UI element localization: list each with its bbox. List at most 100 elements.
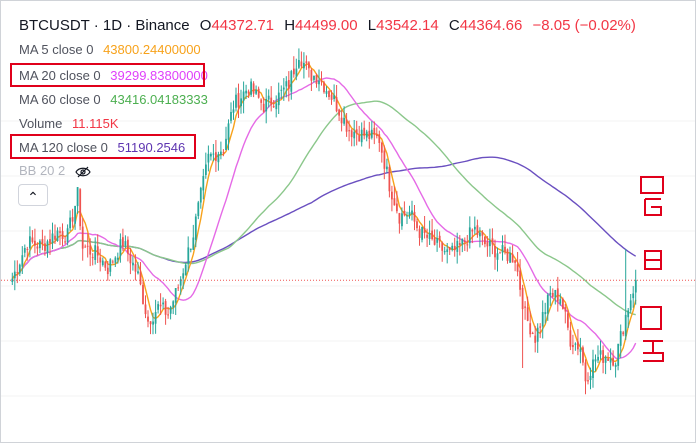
candle-body[interactable] bbox=[353, 131, 356, 139]
candle-body[interactable] bbox=[486, 242, 489, 247]
candle-body[interactable] bbox=[556, 288, 559, 302]
candle-body[interactable] bbox=[446, 249, 449, 252]
candle-body[interactable] bbox=[277, 92, 280, 106]
candle-body[interactable] bbox=[544, 312, 547, 315]
candle-body[interactable] bbox=[551, 293, 554, 297]
candle-body[interactable] bbox=[220, 151, 222, 155]
candle-body[interactable] bbox=[142, 284, 144, 305]
candle-body[interactable] bbox=[217, 154, 220, 163]
candle-body[interactable] bbox=[61, 231, 64, 239]
candle-body[interactable] bbox=[169, 306, 172, 314]
candle-body[interactable] bbox=[227, 123, 230, 140]
symbol-title[interactable]: BTCUSDT · 1D · Binance bbox=[19, 17, 190, 34]
candle-body[interactable] bbox=[343, 117, 345, 124]
candle-body[interactable] bbox=[554, 290, 557, 298]
candle-body[interactable] bbox=[298, 60, 300, 68]
candle-body[interactable] bbox=[403, 210, 406, 216]
candle-body[interactable] bbox=[96, 246, 99, 256]
candle-body[interactable] bbox=[398, 213, 401, 224]
candle-body[interactable] bbox=[187, 247, 190, 264]
candle-body[interactable] bbox=[114, 257, 117, 263]
candle-body[interactable] bbox=[546, 294, 549, 314]
candle-body[interactable] bbox=[117, 257, 119, 260]
candle-body[interactable] bbox=[632, 293, 635, 299]
candle-body[interactable] bbox=[147, 316, 149, 322]
candle-body[interactable] bbox=[325, 91, 328, 94]
candle-body[interactable] bbox=[293, 68, 295, 75]
candle-body[interactable] bbox=[310, 70, 313, 81]
candle-body[interactable] bbox=[629, 300, 632, 311]
candle-body[interactable] bbox=[531, 333, 534, 334]
candle-body[interactable] bbox=[348, 130, 351, 132]
candle-body[interactable] bbox=[609, 358, 612, 363]
candle-body[interactable] bbox=[106, 267, 109, 275]
candle-body[interactable] bbox=[516, 264, 519, 272]
candle-body[interactable] bbox=[257, 88, 260, 98]
candle-body[interactable] bbox=[481, 232, 484, 236]
candle-body[interactable] bbox=[587, 380, 589, 382]
candle-body[interactable] bbox=[612, 357, 614, 366]
candle-body[interactable] bbox=[66, 228, 69, 243]
candle-body[interactable] bbox=[589, 375, 592, 380]
candle-body[interactable] bbox=[466, 244, 469, 246]
candle-body[interactable] bbox=[584, 362, 587, 382]
candle-body[interactable] bbox=[290, 71, 293, 92]
candle-body[interactable] bbox=[56, 230, 59, 242]
candle-body[interactable] bbox=[448, 247, 451, 250]
legend-ma120[interactable]: MA 120 close 0 51190.2546 bbox=[19, 140, 191, 155]
candle-body[interactable] bbox=[215, 152, 217, 161]
candle-body[interactable] bbox=[441, 242, 444, 251]
candle-body[interactable] bbox=[31, 237, 34, 242]
candle-body[interactable] bbox=[132, 262, 134, 266]
candle-body[interactable] bbox=[564, 307, 567, 312]
candle-body[interactable] bbox=[205, 164, 207, 176]
candle-body[interactable] bbox=[202, 176, 205, 191]
candle-body[interactable] bbox=[602, 350, 604, 363]
candle-body[interactable] bbox=[129, 254, 132, 264]
candle-body[interactable] bbox=[124, 241, 127, 246]
candle-body[interactable] bbox=[119, 239, 122, 257]
legend-volume[interactable]: Volume 11.115K bbox=[19, 116, 125, 131]
candle-body[interactable] bbox=[363, 127, 366, 136]
candle-body[interactable] bbox=[247, 91, 250, 94]
candle-body[interactable] bbox=[496, 253, 499, 260]
candle-body[interactable] bbox=[391, 191, 393, 200]
candle-body[interactable] bbox=[101, 260, 104, 265]
candle-body[interactable] bbox=[383, 150, 386, 169]
candle-body[interactable] bbox=[21, 255, 24, 267]
candle-body[interactable] bbox=[345, 119, 348, 132]
collapse-legend-button[interactable]: ⌃ bbox=[18, 184, 48, 206]
candle-body[interactable] bbox=[86, 245, 89, 247]
candle-body[interactable] bbox=[139, 271, 142, 285]
candle-body[interactable] bbox=[499, 252, 501, 254]
candle-body[interactable] bbox=[365, 131, 368, 138]
candle-body[interactable] bbox=[577, 341, 579, 350]
candle-body[interactable] bbox=[174, 288, 177, 303]
candle-body[interactable] bbox=[162, 302, 164, 305]
candle-body[interactable] bbox=[511, 253, 514, 263]
candle-body[interactable] bbox=[194, 216, 197, 240]
candle-body[interactable] bbox=[237, 93, 240, 108]
candle-body[interactable] bbox=[164, 301, 167, 315]
candle-body[interactable] bbox=[212, 153, 215, 155]
candle-body[interactable] bbox=[313, 75, 315, 80]
candle-body[interactable] bbox=[144, 304, 147, 315]
candle-body[interactable] bbox=[84, 246, 87, 248]
candle-body[interactable] bbox=[260, 99, 263, 103]
candle-body[interactable] bbox=[368, 130, 371, 139]
candle-body[interactable] bbox=[245, 90, 247, 94]
candle-body[interactable] bbox=[64, 241, 66, 243]
candle-body[interactable] bbox=[408, 211, 411, 216]
candle-body[interactable] bbox=[431, 230, 433, 240]
candle-body[interactable] bbox=[51, 233, 54, 244]
candle-body[interactable] bbox=[303, 62, 305, 69]
candle-body[interactable] bbox=[468, 227, 471, 244]
candle-body[interactable] bbox=[350, 130, 353, 138]
candle-body[interactable] bbox=[127, 239, 129, 254]
candle-body[interactable] bbox=[386, 166, 388, 170]
candle-body[interactable] bbox=[463, 240, 466, 243]
candle-body[interactable] bbox=[109, 259, 112, 272]
legend-ma20[interactable]: MA 20 close 0 39299.83800000 bbox=[19, 68, 214, 83]
candle-body[interactable] bbox=[318, 80, 320, 85]
